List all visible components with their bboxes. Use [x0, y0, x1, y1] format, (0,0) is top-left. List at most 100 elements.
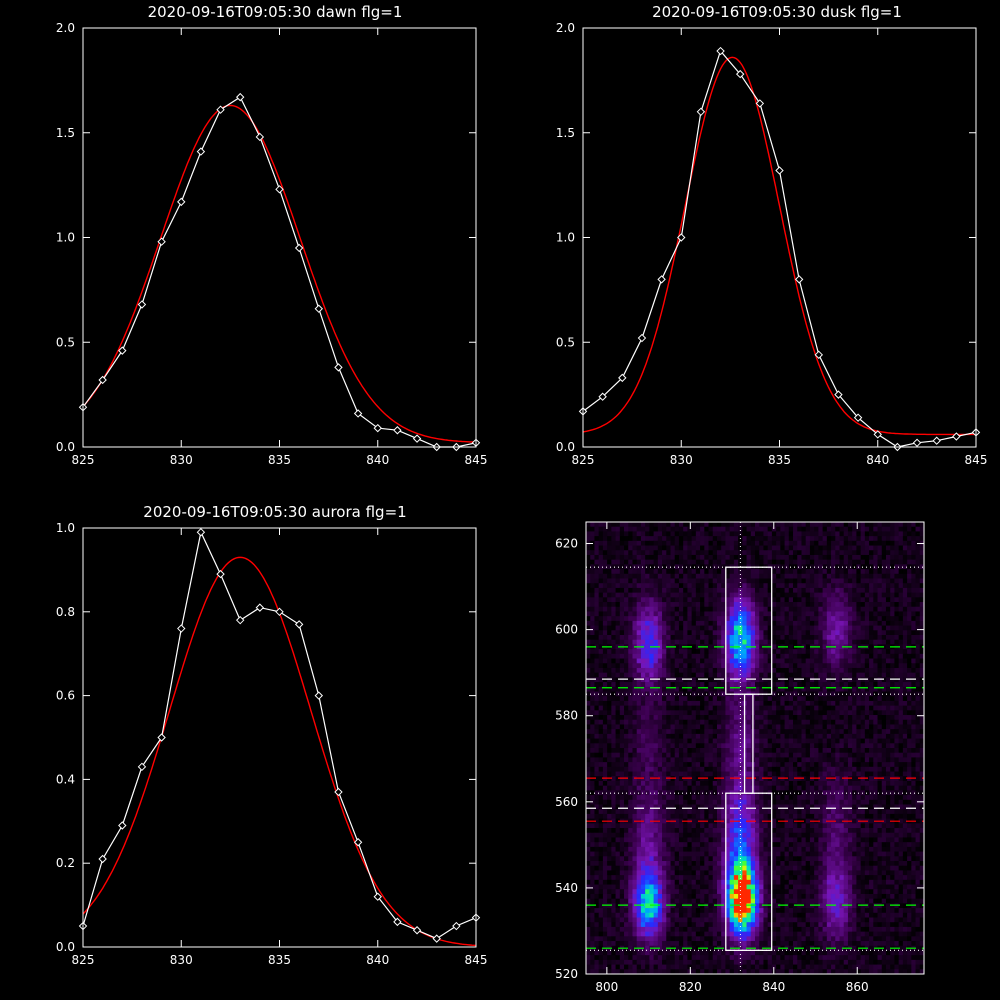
heatmap-cell: [826, 672, 832, 678]
heatmap-cell: [890, 522, 895, 528]
heatmap-cell: [907, 573, 912, 579]
heatmap-cell: [847, 602, 853, 608]
dusk-data-point: [952, 432, 961, 441]
heatmap-cell: [805, 526, 811, 532]
heatmap-cell: [586, 691, 591, 697]
heatmap-cell: [885, 554, 891, 561]
heatmap-cell: [788, 559, 794, 565]
heatmap-cell: [793, 696, 798, 702]
heatmap-cell: [809, 682, 815, 688]
heatmap-cell: [624, 653, 629, 659]
heatmap-cell: [860, 639, 866, 645]
heatmap-cell: [607, 602, 612, 608]
heatmap-cell: [788, 799, 794, 805]
heatmap-cell: [856, 526, 862, 532]
heatmap-cell: [763, 738, 769, 744]
heatmap-cell: [666, 602, 671, 608]
heatmap-cell: [801, 795, 807, 801]
heatmap-cell: [590, 522, 595, 528]
heatmap-cell: [822, 700, 828, 707]
heatmap-cell: [712, 757, 718, 763]
heatmap-cell: [640, 649, 646, 655]
heatmap-cell: [636, 762, 642, 768]
heatmap-cell: [902, 757, 908, 763]
heatmap-cell: [619, 522, 625, 528]
heatmap-cell: [645, 592, 650, 598]
heatmap-cell: [628, 620, 633, 626]
heatmap-cell: [877, 639, 883, 645]
heatmap-cell: [822, 630, 828, 636]
heatmap-cell: [708, 672, 714, 678]
heatmap-cell: [750, 583, 756, 589]
heatmap-cell: [805, 550, 811, 556]
heatmap-cell: [695, 757, 701, 763]
heatmap-cell: [615, 696, 621, 702]
heatmap-cell: [662, 776, 667, 782]
heatmap-cell: [657, 715, 663, 721]
heatmap-cell: [894, 649, 900, 655]
heatmap-cell: [624, 559, 629, 565]
heatmap-cell: [894, 752, 900, 758]
heatmap-cell: [615, 799, 621, 805]
heatmap-cell: [839, 536, 845, 542]
heatmap-cell: [852, 658, 857, 664]
heatmap-cell: [691, 799, 697, 805]
aurora-x-tick-label: 830: [170, 953, 193, 967]
heatmap-cell: [911, 752, 916, 758]
heatmap-cell: [852, 663, 857, 669]
heatmap-cell: [835, 540, 840, 546]
heatmap-cell: [759, 587, 764, 594]
heatmap-cell: [704, 752, 709, 758]
heatmap-cell: [907, 762, 912, 768]
heatmap-cell: [826, 724, 832, 730]
heatmap-cell: [801, 658, 807, 664]
heatmap-cell: [771, 724, 777, 730]
heatmap-cell: [919, 780, 924, 787]
heatmap-cell: [890, 752, 895, 758]
heatmap-cell: [839, 531, 845, 537]
heatmap-cell: [797, 710, 802, 716]
heatmap-cell: [843, 531, 849, 537]
heatmap-cell: [670, 677, 676, 683]
heatmap-cell: [619, 569, 625, 575]
heatmap-cell: [759, 672, 764, 678]
heatmap-cell: [590, 748, 595, 754]
heatmap-cell: [594, 545, 600, 551]
heatmap-cell: [843, 522, 849, 528]
heatmap-cell: [755, 752, 760, 758]
heatmap-cell: [809, 677, 815, 683]
heatmap-cell: [763, 540, 769, 546]
heatmap-cell: [590, 715, 595, 721]
heatmap-cell: [898, 672, 904, 678]
heatmap-cell: [843, 559, 849, 565]
heatmap-cell: [619, 531, 625, 537]
heatmap-cell: [843, 700, 849, 707]
heatmap-cell: [911, 733, 916, 739]
heatmap-cell: [653, 766, 659, 772]
heatmap-cell: [771, 743, 777, 749]
heatmap-cell: [788, 564, 794, 570]
heatmap-cell: [704, 597, 709, 603]
heatmap-cell: [636, 564, 642, 570]
heatmap-cell: [695, 776, 701, 782]
heatmap-cell: [826, 719, 832, 725]
heatmap-cell: [814, 573, 819, 579]
heatmap-cell: [628, 573, 633, 579]
heatmap-cell: [607, 729, 612, 735]
heatmap-cell: [645, 554, 650, 561]
heatmap-cell: [716, 569, 722, 575]
heatmap-cell: [885, 780, 891, 787]
heatmap-cell: [831, 766, 836, 772]
heatmap-cell: [691, 663, 697, 669]
heatmap-cell: [767, 672, 773, 678]
heatmap-cell: [835, 719, 840, 725]
heatmap-cell: [729, 672, 735, 678]
heatmap-cell: [700, 686, 705, 692]
heatmap-cell: [835, 602, 840, 608]
aurora-data-point: [137, 762, 147, 772]
heatmap-cell: [640, 752, 646, 758]
heatmap-cell: [894, 757, 900, 763]
dusk-data-point: [775, 166, 784, 175]
heatmap-cell: [674, 686, 680, 692]
heatmap-cell: [763, 733, 769, 739]
